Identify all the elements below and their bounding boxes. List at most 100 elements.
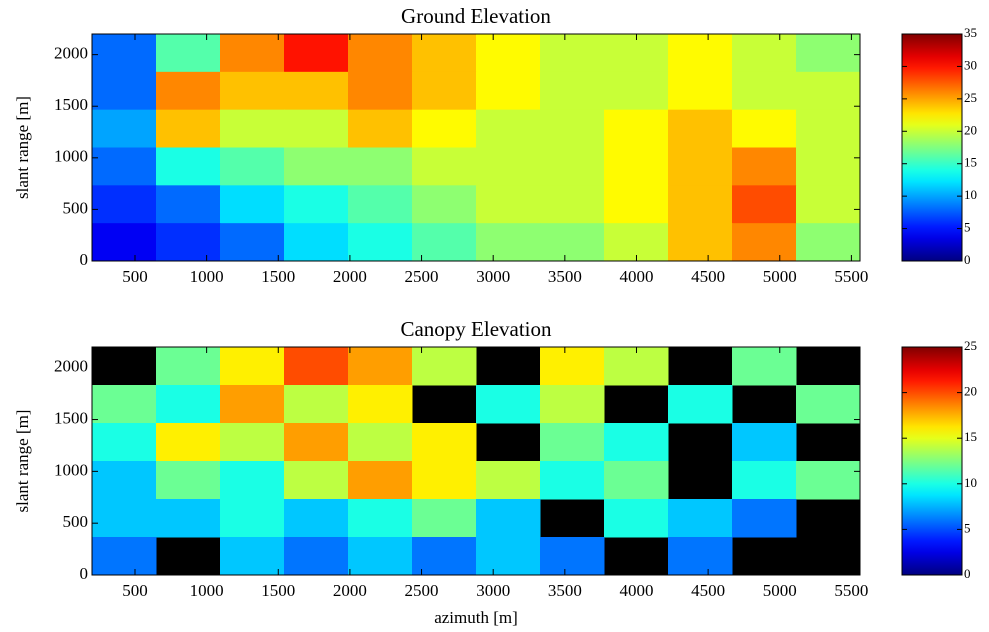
axes-frame <box>91 33 861 262</box>
heat-cell <box>348 347 413 386</box>
heat-cell <box>348 185 413 224</box>
y-tick-label: 1500 <box>54 95 88 114</box>
heat-cell <box>540 347 605 386</box>
heat-cell <box>348 423 413 462</box>
heat-cell <box>156 34 221 73</box>
heat-cell <box>732 423 797 462</box>
heat-cell <box>732 71 797 111</box>
x-tick-label: 2500 <box>405 581 439 600</box>
heat-cell <box>284 109 349 148</box>
heat-cell <box>796 71 861 111</box>
heat-cell <box>668 109 733 148</box>
heat-cell <box>412 185 477 224</box>
heat-cell <box>348 461 413 500</box>
y-tick-label: 500 <box>63 198 89 217</box>
heat-cell <box>412 347 477 386</box>
heat-cell <box>604 499 669 538</box>
y-tick-label: 2000 <box>54 357 88 376</box>
colorbar-tick-label: 20 <box>964 384 977 399</box>
heat-cell <box>220 385 285 424</box>
heat-cell <box>732 347 797 386</box>
heat-cell <box>476 109 541 148</box>
colorbar-tick-label: 10 <box>964 475 977 490</box>
x-tick-label: 2500 <box>405 267 439 286</box>
heat-cell <box>796 385 861 424</box>
heat-cell <box>604 423 669 462</box>
heat-cell <box>220 109 285 148</box>
colorbar <box>901 33 963 262</box>
heat-cell <box>220 537 285 576</box>
heat-cell <box>348 147 413 186</box>
colorbar-tick-label: 0 <box>964 566 971 581</box>
heat-cell <box>604 71 669 111</box>
heat-cell <box>284 385 349 424</box>
heat-cell <box>284 71 349 111</box>
x-tick-label: 1000 <box>190 581 224 600</box>
y-tick-label: 500 <box>63 512 89 531</box>
colorbar <box>901 346 963 576</box>
heat-cell <box>92 385 157 424</box>
heat-cell <box>156 147 221 186</box>
heat-cell <box>220 423 285 462</box>
heat-cell <box>284 223 349 262</box>
colorbar-tick-label: 25 <box>964 90 977 105</box>
heat-cell <box>540 147 605 186</box>
heat-cell <box>92 499 157 538</box>
y-axis-label: slant range [m] <box>13 96 32 199</box>
heat-cell <box>476 385 541 424</box>
heat-cell <box>92 147 157 186</box>
heat-cell <box>540 461 605 500</box>
colorbar-tick-label: 5 <box>964 220 971 235</box>
heat-cell <box>220 185 285 224</box>
heat-cell <box>348 71 413 111</box>
heat-cell <box>796 147 861 186</box>
heat-cell <box>540 537 605 576</box>
heat-cell <box>156 223 221 262</box>
x-tick-label: 2000 <box>333 267 367 286</box>
x-tick-label: 3500 <box>548 581 582 600</box>
heat-cell <box>540 71 605 111</box>
heat-cell <box>348 223 413 262</box>
heat-cell <box>92 109 157 148</box>
y-tick-label: 1500 <box>54 408 88 427</box>
colorbar-tick-label: 15 <box>964 429 977 444</box>
heat-cell <box>348 34 413 73</box>
heat-cell <box>348 385 413 424</box>
heat-cell <box>732 185 797 224</box>
heat-cell <box>476 461 541 500</box>
heat-cell <box>220 499 285 538</box>
heat-cell <box>220 71 285 111</box>
heat-cell <box>412 71 477 111</box>
x-tick-label: 1500 <box>261 581 295 600</box>
heat-cell <box>348 109 413 148</box>
colorbar-tick-label: 25 <box>964 338 977 353</box>
plot-title: Ground Elevation <box>401 4 551 28</box>
x-tick-label: 3000 <box>476 267 510 286</box>
heat-cell <box>220 347 285 386</box>
heat-cell <box>156 385 221 424</box>
heat-cell <box>220 34 285 73</box>
colorbar-tick-label: 20 <box>964 122 977 137</box>
heat-cell <box>604 461 669 500</box>
heat-cell <box>220 461 285 500</box>
heat-cell <box>476 499 541 538</box>
heat-cell <box>796 185 861 224</box>
x-tick-label: 1500 <box>261 267 295 286</box>
y-axis-label: slant range [m] <box>13 410 32 513</box>
heat-cell <box>156 347 221 386</box>
x-tick-label: 5500 <box>834 581 868 600</box>
heat-cell <box>796 461 861 500</box>
heat-cell <box>476 147 541 186</box>
heat-cell <box>668 185 733 224</box>
heat-cell <box>92 461 157 500</box>
heat-cell <box>732 461 797 500</box>
x-tick-label: 4000 <box>619 581 653 600</box>
heat-cell <box>156 423 221 462</box>
heat-cell <box>540 385 605 424</box>
heat-cell <box>732 147 797 186</box>
heat-cell <box>92 34 157 73</box>
heat-cell <box>476 34 541 73</box>
heat-cell <box>156 109 221 148</box>
colorbar-tick-label: 10 <box>964 187 977 202</box>
heat-cell <box>604 34 669 73</box>
